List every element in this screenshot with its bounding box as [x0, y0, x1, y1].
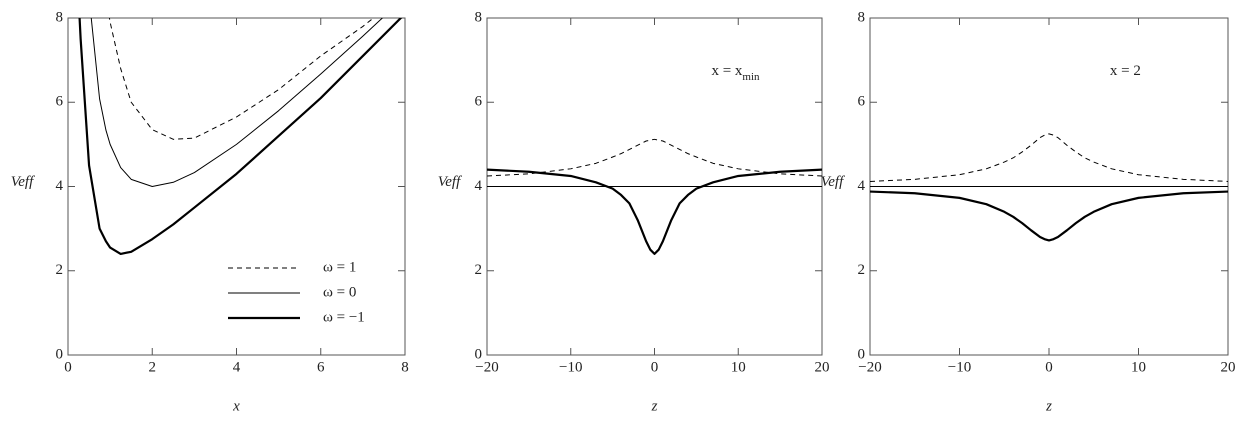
y-tick-label: 2: [56, 262, 64, 278]
y-tick-label: 0: [56, 346, 64, 362]
annotation: x = 2: [1110, 63, 1141, 79]
y-tick-label: 2: [858, 262, 866, 278]
series-line: [870, 133, 1228, 182]
x-tick-label: 0: [64, 359, 72, 375]
y-tick-label: 8: [56, 9, 64, 25]
legend-label: ω = 0: [323, 284, 356, 300]
series-line: [487, 168, 822, 255]
x-axis-label: z: [1045, 398, 1052, 414]
x-tick-label: 8: [401, 359, 409, 375]
x-axis-label: x: [232, 398, 240, 414]
y-tick-label: 2: [475, 262, 483, 278]
y-tick-label: 0: [858, 346, 866, 362]
series-line: [108, 18, 375, 140]
y-tick-label: 6: [56, 94, 64, 110]
y-tick-label: 6: [475, 94, 483, 110]
y-axis-label: Veff: [438, 174, 462, 190]
x-tick-label: −20: [475, 359, 498, 375]
series-line: [487, 138, 822, 177]
y-tick-label: 4: [858, 178, 866, 194]
y-tick-label: 8: [858, 9, 866, 25]
series-line: [870, 190, 1228, 242]
y-tick-label: 8: [475, 9, 483, 25]
series-line: [90, 18, 384, 187]
x-tick-label: −10: [948, 359, 971, 375]
plot-frame: [67, 17, 406, 356]
x-axis-label: z: [651, 398, 658, 414]
x-tick-label: 0: [1045, 359, 1053, 375]
y-tick-label: 4: [56, 178, 64, 194]
x-tick-label: 20: [1221, 359, 1236, 375]
x-tick-label: −20: [858, 359, 881, 375]
legend-label: ω = −1: [323, 309, 365, 325]
y-axis-label: Veff: [821, 174, 845, 190]
y-tick-label: 6: [858, 94, 866, 110]
x-tick-label: 10: [1131, 359, 1146, 375]
y-tick-label: 4: [475, 178, 483, 194]
annotation: x = xmin: [711, 63, 760, 82]
x-tick-label: 2: [149, 359, 157, 375]
x-tick-label: 0: [651, 359, 659, 375]
x-tick-label: −10: [559, 359, 582, 375]
annotation-text: x = x: [711, 63, 742, 79]
x-tick-label: 4: [233, 359, 241, 375]
x-tick-label: 20: [815, 359, 830, 375]
y-axis-label: Veff: [11, 174, 35, 190]
legend-label: ω = 1: [323, 259, 356, 275]
y-tick-label: 0: [475, 346, 483, 362]
annotation-subscript: min: [742, 71, 760, 83]
annotation-text: x = 2: [1110, 63, 1141, 79]
x-tick-label: 10: [731, 359, 746, 375]
x-tick-label: 6: [317, 359, 325, 375]
series-line: [78, 18, 403, 255]
